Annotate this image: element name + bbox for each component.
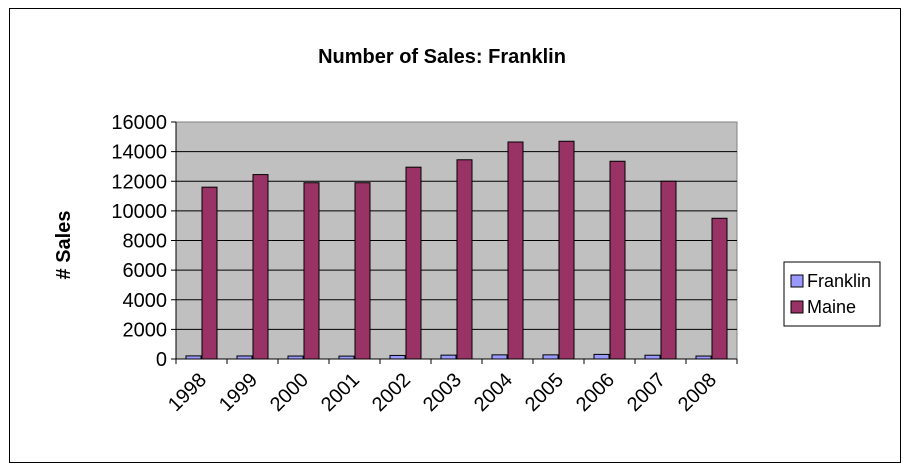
bar-franklin-2001 (338, 355, 355, 360)
x-tick-label: 2007 (623, 369, 670, 416)
chart-title: Number of Sales: Franklin (318, 46, 566, 68)
y-tick-label: 6000 (123, 260, 168, 282)
bar-franklin-1998 (185, 355, 202, 360)
legend-label-franklin: Franklin (807, 271, 871, 291)
x-tick-label: 2006 (572, 369, 619, 416)
x-tick-label: 2002 (368, 369, 415, 416)
bar-maine-1998 (201, 186, 218, 360)
bar-maine-2000 (303, 182, 320, 360)
x-tick-label: 1998 (164, 369, 211, 416)
bar-franklin-2007 (644, 354, 661, 360)
x-tick-label: 2001 (317, 369, 364, 416)
y-axis-label: # Sales (53, 211, 75, 280)
bar-franklin-2000 (287, 355, 304, 360)
x-tick-label: 2003 (419, 369, 466, 416)
bar-maine-2004 (507, 141, 524, 360)
y-tick-label: 2000 (123, 319, 168, 341)
y-tick-label: 14000 (111, 142, 167, 164)
y-tick-label: 8000 (123, 231, 168, 253)
bar-maine-2003 (456, 159, 473, 360)
bar-maine-1999 (252, 174, 269, 360)
legend-swatch-franklin (790, 274, 804, 288)
bar-franklin-1999 (236, 355, 253, 360)
legend-box (783, 261, 881, 327)
legend-swatch-maine (790, 300, 804, 314)
bar-maine-2002 (405, 166, 422, 360)
plot-area: 0 2000 4000 6000 8000 10000 12000 14000 16000 199… (111, 112, 738, 416)
y-tick-label: 12000 (111, 171, 167, 193)
sales-bar-chart: Number of Sales: Franklin # Sales 0 2000 4… (53, 46, 881, 416)
bar-franklin-2005 (542, 354, 559, 360)
legend-label-maine: Maine (807, 297, 856, 317)
bar-maine-2001 (354, 182, 371, 360)
x-tick-label: 2004 (470, 369, 517, 416)
x-tick-label: 2008 (674, 369, 721, 416)
bar-franklin-2003 (440, 354, 457, 360)
x-tick-label: 1999 (215, 369, 262, 416)
x-tick-label: 2000 (266, 369, 313, 416)
bar-franklin-2002 (389, 354, 406, 360)
x-tick-label: 2005 (521, 369, 568, 416)
bar-franklin-2006 (593, 353, 610, 360)
bar-maine-2007 (660, 180, 677, 360)
bar-maine-2008 (711, 217, 728, 360)
y-tick-label: 4000 (123, 290, 168, 312)
bar-maine-2006 (609, 160, 626, 360)
y-tick-label: 10000 (111, 201, 167, 223)
y-tick-label: 0 (156, 349, 167, 371)
bar-franklin-2004 (491, 354, 508, 360)
y-tick-label: 16000 (111, 112, 167, 134)
legend: Franklin Maine (783, 261, 881, 327)
bar-maine-2005 (558, 140, 575, 360)
bar-franklin-2008 (695, 355, 712, 360)
chart-area: Number of Sales: Franklin # Sales 0 2000 4… (9, 8, 901, 463)
